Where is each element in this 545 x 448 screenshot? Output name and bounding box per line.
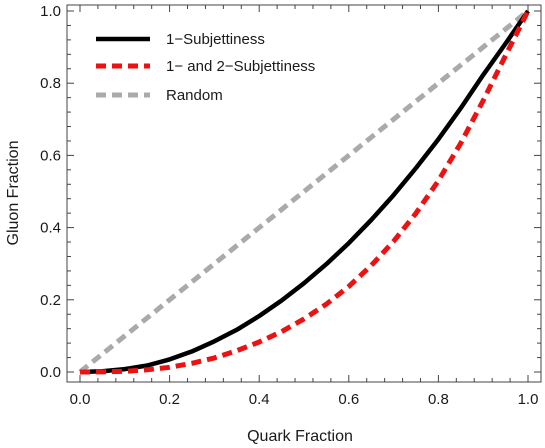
x-tick-label: 0.2 [159,391,180,408]
series-line-one-and-two-subjettiness [79,9,531,375]
x-tick-label: 1.0 [518,391,539,408]
x-tick-label: 0.0 [70,391,91,408]
y-tick-label: 1.0 [40,3,61,20]
y-tick-label: 0.8 [40,75,61,92]
legend-label: Random [166,87,223,104]
y-tick-label: 0.0 [40,364,61,381]
series-layer [78,9,531,375]
y-axis-title: Gluon Fraction [5,141,22,246]
axis-ticks [67,5,541,382]
plot-border [66,4,542,383]
plot-frame [66,4,542,383]
legend: 1−Subjettiness 1− and 2−Subjettiness Rando… [96,31,315,104]
x-axis-title: Quark Fraction [247,428,353,445]
x-tick-label: 0.6 [338,391,359,408]
legend-label: 1−Subjettiness [166,31,265,48]
x-tick-label: 0.4 [249,391,270,408]
y-tick-label: 0.4 [40,220,61,237]
x-tick-label: 0.8 [428,391,449,408]
y-tick-label: 0.6 [40,147,61,164]
tick-labels: 0.0 0.2 0.4 0.6 0.8 1.0 0.0 0.2 0.4 0.6 0.8 1.0 [40,3,538,408]
legend-label: 1− and 2−Subjettiness [166,58,315,75]
y-tick-label: 0.2 [40,292,61,309]
series-line-one-subjettiness [79,9,530,375]
